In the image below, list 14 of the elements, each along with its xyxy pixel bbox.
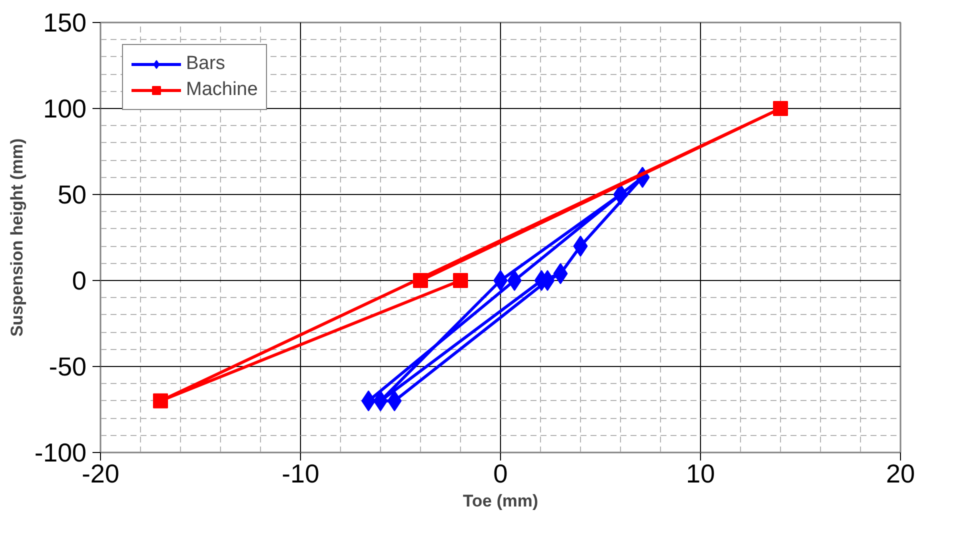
x-tick-label: -10 bbox=[282, 458, 320, 488]
y-tick-label: -50 bbox=[48, 352, 86, 382]
legend-label: Machine bbox=[186, 79, 258, 101]
x-tick-label: 0 bbox=[493, 458, 508, 488]
y-tick-label: 0 bbox=[72, 266, 87, 296]
x-tick-label: 10 bbox=[686, 458, 715, 488]
y-tick-label: -100 bbox=[34, 438, 87, 468]
y-tick-label: 150 bbox=[43, 8, 87, 38]
y-tick-label: 50 bbox=[58, 180, 86, 210]
y-axis-title: Suspension height (mm) bbox=[8, 138, 26, 337]
x-axis-title: Toe (mm) bbox=[462, 492, 538, 510]
x-tick-label: 20 bbox=[886, 458, 915, 488]
legend-label: Bars bbox=[186, 53, 226, 75]
y-tick-label: 100 bbox=[43, 94, 87, 124]
